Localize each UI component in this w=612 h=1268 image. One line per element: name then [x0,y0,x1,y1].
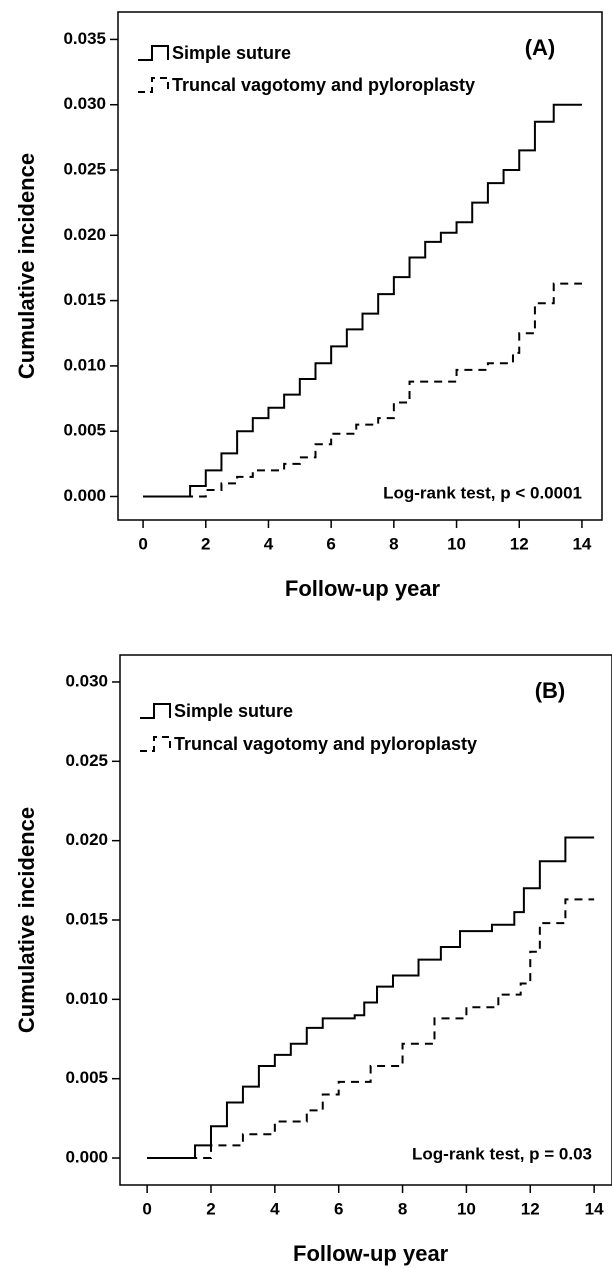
legend-symbol [138,45,169,61]
legend-label: Truncal vagotomy and pyloroplasty [172,75,475,95]
annotation: Log-rank test, p = 0.03 [412,1144,592,1163]
y-tick-label: 0.035 [63,29,106,48]
x-tick-label: 12 [521,1199,540,1218]
y-tick-label: 0.020 [65,830,108,849]
y-tick-label: 0.025 [65,751,108,770]
annotation: (A) [525,35,556,60]
x-axis-title: Follow-up year [285,576,441,601]
y-tick-label: 0.010 [63,355,106,374]
chart: 0.000 0.005 0.010 0.015 0.020 0.025 0.030 0 2 4 6 8… [14,654,612,1266]
survival-line [143,282,582,498]
y-tick-label: 0.020 [63,225,106,244]
x-tick-label: 12 [510,534,529,553]
y-axis-title: Cumulative incidence [14,153,39,379]
x-tick-label: 10 [447,534,466,553]
y-tick-label: 0.000 [63,486,106,505]
legend-symbol [140,703,171,719]
x-tick-label: 10 [457,1199,476,1218]
plot-frame [117,11,603,521]
legend-label: Simple suture [172,43,291,63]
x-tick-label: 14 [585,1199,604,1218]
legend-symbol [138,77,169,93]
legend-label: Truncal vagotomy and pyloroplasty [174,734,477,754]
x-axis-title: Follow-up year [293,1241,449,1266]
survival-line [147,898,595,1160]
y-tick-label: 0.025 [63,159,106,178]
x-tick-label: 2 [206,1199,215,1218]
chart: 0.000 0.005 0.010 0.015 0.020 0.025 0.030 0.035… [14,11,603,601]
x-tick-label: 6 [326,534,335,553]
x-tick-label: 6 [334,1199,343,1218]
y-tick-label: 0.005 [63,421,106,440]
y-tick-label: 0.010 [65,989,108,1008]
y-tick-label: 0.015 [65,909,108,928]
y-tick-label: 0.030 [63,94,106,113]
y-tick-label: 0.005 [65,1068,108,1087]
y-tick-label: 0.030 [65,671,108,690]
x-tick-label: 2 [201,534,210,553]
x-tick-label: 14 [572,534,591,553]
x-tick-label: 8 [398,1199,407,1218]
x-tick-label: 8 [389,534,398,553]
legend-label: Simple suture [174,701,293,721]
survival-line [143,103,582,498]
y-tick-label: 0.015 [63,290,106,309]
x-tick-label: 0 [138,534,147,553]
x-tick-label: 0 [142,1199,151,1218]
survival-line [147,836,595,1160]
legend-symbol [140,736,171,752]
annotation: Log-rank test, p < 0.0001 [383,483,582,502]
x-tick-label: 4 [264,534,274,553]
y-axis-title: Cumulative incidence [14,807,39,1033]
annotation: (B) [535,678,566,703]
y-tick-label: 0.000 [65,1148,108,1167]
x-tick-label: 4 [270,1199,280,1218]
